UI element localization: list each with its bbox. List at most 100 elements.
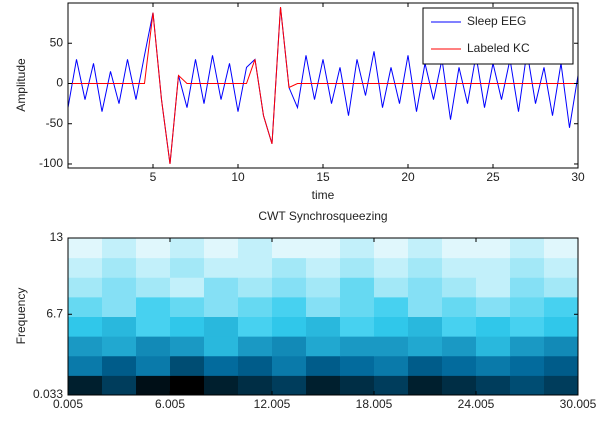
- heatmap-cell: [306, 277, 341, 298]
- heatmap-cell: [272, 375, 307, 396]
- heatmap-cell: [374, 257, 409, 278]
- x-tick-label: 5: [150, 170, 157, 184]
- heatmap-cell: [476, 238, 511, 259]
- heatmap-cell: [544, 296, 579, 317]
- y-tick-label: 0: [56, 76, 63, 90]
- heatmap-cell: [136, 355, 171, 376]
- heatmap-cell: [306, 336, 341, 357]
- heatmap-cell: [102, 277, 137, 298]
- heatmap-cell: [408, 316, 443, 337]
- heatmap-cell: [442, 296, 477, 317]
- heatmap-cell: [204, 257, 239, 278]
- y-axis-label: Frequency: [14, 288, 28, 345]
- heatmap-cell: [476, 296, 511, 317]
- heatmap-cell: [136, 375, 171, 396]
- heatmap-cell: [544, 336, 579, 357]
- x-tick-label: 30: [571, 170, 585, 184]
- heatmap-cell: [238, 336, 273, 357]
- heatmap-cell: [408, 277, 443, 298]
- heatmap-cell: [306, 238, 341, 259]
- heatmap-cell: [68, 336, 103, 357]
- heatmap-cell: [544, 238, 579, 259]
- heatmap-cell: [476, 316, 511, 337]
- heatmap-cell: [374, 296, 409, 317]
- legend-label: Sleep EEG: [467, 14, 526, 28]
- heatmap-cell: [544, 277, 579, 298]
- x-axis-label: time: [312, 188, 335, 202]
- heatmap-cell: [476, 257, 511, 278]
- heatmap-cell: [340, 336, 375, 357]
- heatmap-cell: [374, 336, 409, 357]
- heatmap-cell: [374, 277, 409, 298]
- heatmap-cell: [68, 277, 103, 298]
- heatmap-cell: [510, 316, 545, 337]
- x-tick-label: 10: [231, 170, 245, 184]
- heatmap-cell: [102, 375, 137, 396]
- heatmap-cell: [306, 375, 341, 396]
- heatmap-cell: [204, 296, 239, 317]
- heatmap-cell: [408, 238, 443, 259]
- heatmap-cell: [442, 257, 477, 278]
- heatmap-cell: [510, 375, 545, 396]
- heatmap-cell: [204, 316, 239, 337]
- heatmap-cell: [272, 238, 307, 259]
- heatmap-cell: [136, 238, 171, 259]
- heatmap-cell: [476, 336, 511, 357]
- heatmap-cell: [238, 277, 273, 298]
- heatmap-cell: [442, 238, 477, 259]
- heatmap-cell: [102, 316, 137, 337]
- heatmap-cell: [408, 375, 443, 396]
- heatmap-cell: [544, 316, 579, 337]
- heatmap-cell: [374, 238, 409, 259]
- x-tick-label: 24.005: [458, 397, 495, 411]
- x-tick-label: 12.005: [254, 397, 291, 411]
- heatmap-cell: [442, 355, 477, 376]
- heatmap-cell: [238, 296, 273, 317]
- heatmap-cell: [136, 277, 171, 298]
- heatmap-cell: [204, 375, 239, 396]
- heatmap-cell: [340, 257, 375, 278]
- heatmap-cell: [204, 238, 239, 259]
- heatmap-cell: [102, 257, 137, 278]
- heatmap-cell: [238, 355, 273, 376]
- heatmap-cell: [510, 277, 545, 298]
- data-line: [68, 6, 578, 165]
- heatmap-cell: [204, 336, 239, 357]
- heatmap-cell: [340, 238, 375, 259]
- heatmap-cell: [272, 355, 307, 376]
- heatmap-cell: [510, 355, 545, 376]
- heatmap-cell: [340, 355, 375, 376]
- heatmap-cell: [136, 316, 171, 337]
- heatmap-cell: [238, 238, 273, 259]
- heatmap-cell: [170, 355, 205, 376]
- heatmap-cell: [408, 296, 443, 317]
- heatmap-cell: [442, 316, 477, 337]
- heatmap-cell: [510, 296, 545, 317]
- heatmap-cell: [68, 316, 103, 337]
- heatmap-cell: [68, 375, 103, 396]
- heatmap-cell: [510, 257, 545, 278]
- x-tick-label: 0.005: [53, 397, 83, 411]
- y-tick-label: 6.7: [46, 306, 63, 320]
- x-tick-label: 18.005: [356, 397, 393, 411]
- heatmap-cell: [442, 277, 477, 298]
- heatmap-cell: [306, 355, 341, 376]
- heatmap-cell: [68, 238, 103, 259]
- x-tick-label: 30.005: [560, 397, 597, 411]
- heatmap-cell: [374, 316, 409, 337]
- heatmap-cell: [442, 375, 477, 396]
- heatmap-cell: [340, 277, 375, 298]
- heatmap-cell: [408, 355, 443, 376]
- heatmap-cell: [102, 296, 137, 317]
- x-tick-label: 20: [401, 170, 415, 184]
- heatmap-cell: [544, 355, 579, 376]
- y-axis-label: Amplitude: [14, 58, 28, 112]
- heatmap-cell: [340, 296, 375, 317]
- legend-box: [422, 7, 574, 65]
- heatmap-cell: [510, 336, 545, 357]
- heatmap-cell: [306, 316, 341, 337]
- heatmap-cell: [238, 257, 273, 278]
- heatmap-cell: [272, 316, 307, 337]
- heatmap-cell: [544, 375, 579, 396]
